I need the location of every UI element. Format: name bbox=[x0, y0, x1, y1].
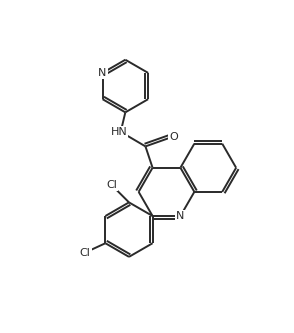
Text: O: O bbox=[169, 132, 178, 142]
Text: Cl: Cl bbox=[80, 247, 91, 257]
Text: HN: HN bbox=[111, 127, 128, 137]
Text: Cl: Cl bbox=[106, 180, 117, 190]
Text: N: N bbox=[98, 68, 107, 78]
Text: N: N bbox=[176, 211, 185, 221]
